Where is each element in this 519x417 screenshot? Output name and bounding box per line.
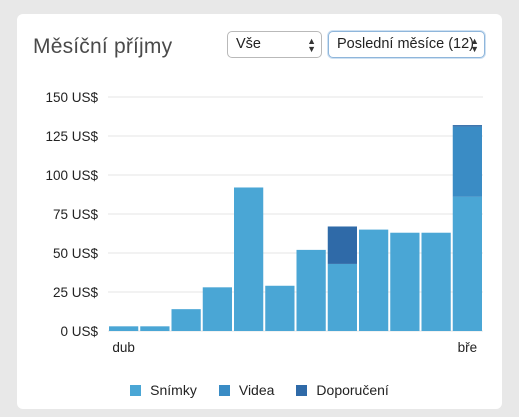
- category-filter-value: Vše: [236, 36, 261, 52]
- legend-swatch: [130, 384, 142, 396]
- bar-segment-doporučení[interactable]: [327, 226, 357, 264]
- bar-segment-snímky[interactable]: [265, 285, 295, 331]
- select-arrows-icon: ▲ ▼: [307, 36, 316, 54]
- select-arrows-icon: ▲ ▼: [470, 36, 479, 54]
- bar-segment-snímky[interactable]: [359, 229, 389, 331]
- category-filter-select[interactable]: Vše ▲ ▼: [227, 31, 322, 58]
- legend-item[interactable]: Videa: [218, 382, 275, 398]
- legend-swatch: [296, 384, 308, 396]
- income-bar-chart: 150 US$ 125 US$ 100 US$ 75 US$ 50 US$ 25 US$ 0…: [45, 90, 483, 355]
- legend-label: Doporučení: [316, 382, 389, 398]
- bar-segment-snímky[interactable]: [390, 232, 420, 331]
- bar-segment-snímky[interactable]: [296, 249, 326, 331]
- y-tick-label: 50 US$: [53, 246, 99, 261]
- y-tick-label: 25 US$: [53, 285, 99, 300]
- y-tick-label: 150 US$: [45, 90, 98, 105]
- monthly-income-card: Měsíční příjmy Vše ▲ ▼ Poslední měsíce (1…: [17, 14, 502, 409]
- bar-segment-snímky[interactable]: [171, 309, 201, 331]
- y-tick-label: 0 US$: [60, 324, 98, 339]
- bar-segment-snímky[interactable]: [140, 326, 170, 331]
- bar-segment-snímky[interactable]: [109, 326, 139, 331]
- legend-swatch: [218, 384, 230, 396]
- y-tick-label: 75 US$: [53, 207, 99, 222]
- legend-item[interactable]: Snímky: [130, 382, 197, 398]
- period-select-value: Poslední měsíce (12): [337, 36, 475, 52]
- chart-title: Měsíční příjmy: [33, 35, 173, 58]
- legend-label: Snímky: [150, 382, 197, 398]
- legend-label: Videa: [238, 382, 275, 398]
- period-select[interactable]: Poslední měsíce (12) ▲ ▼: [328, 31, 485, 58]
- x-tick-label: bře: [458, 340, 478, 355]
- bar-segment-snímky[interactable]: [327, 263, 357, 331]
- legend-item[interactable]: Doporučení: [296, 382, 389, 398]
- bar-segment-snímky[interactable]: [421, 232, 451, 331]
- bar-segment-snímky[interactable]: [234, 187, 264, 331]
- bar-segment-snímky[interactable]: [202, 287, 232, 331]
- chart-legend: Snímky Videa Doporučení: [17, 382, 502, 398]
- x-tick-label: dub: [112, 340, 135, 355]
- bar-segment-videa[interactable]: [452, 126, 482, 197]
- y-tick-label: 100 US$: [45, 168, 98, 183]
- bar-segment-doporučení[interactable]: [452, 125, 482, 127]
- bar-segment-snímky[interactable]: [452, 196, 482, 331]
- y-tick-label: 125 US$: [45, 129, 98, 144]
